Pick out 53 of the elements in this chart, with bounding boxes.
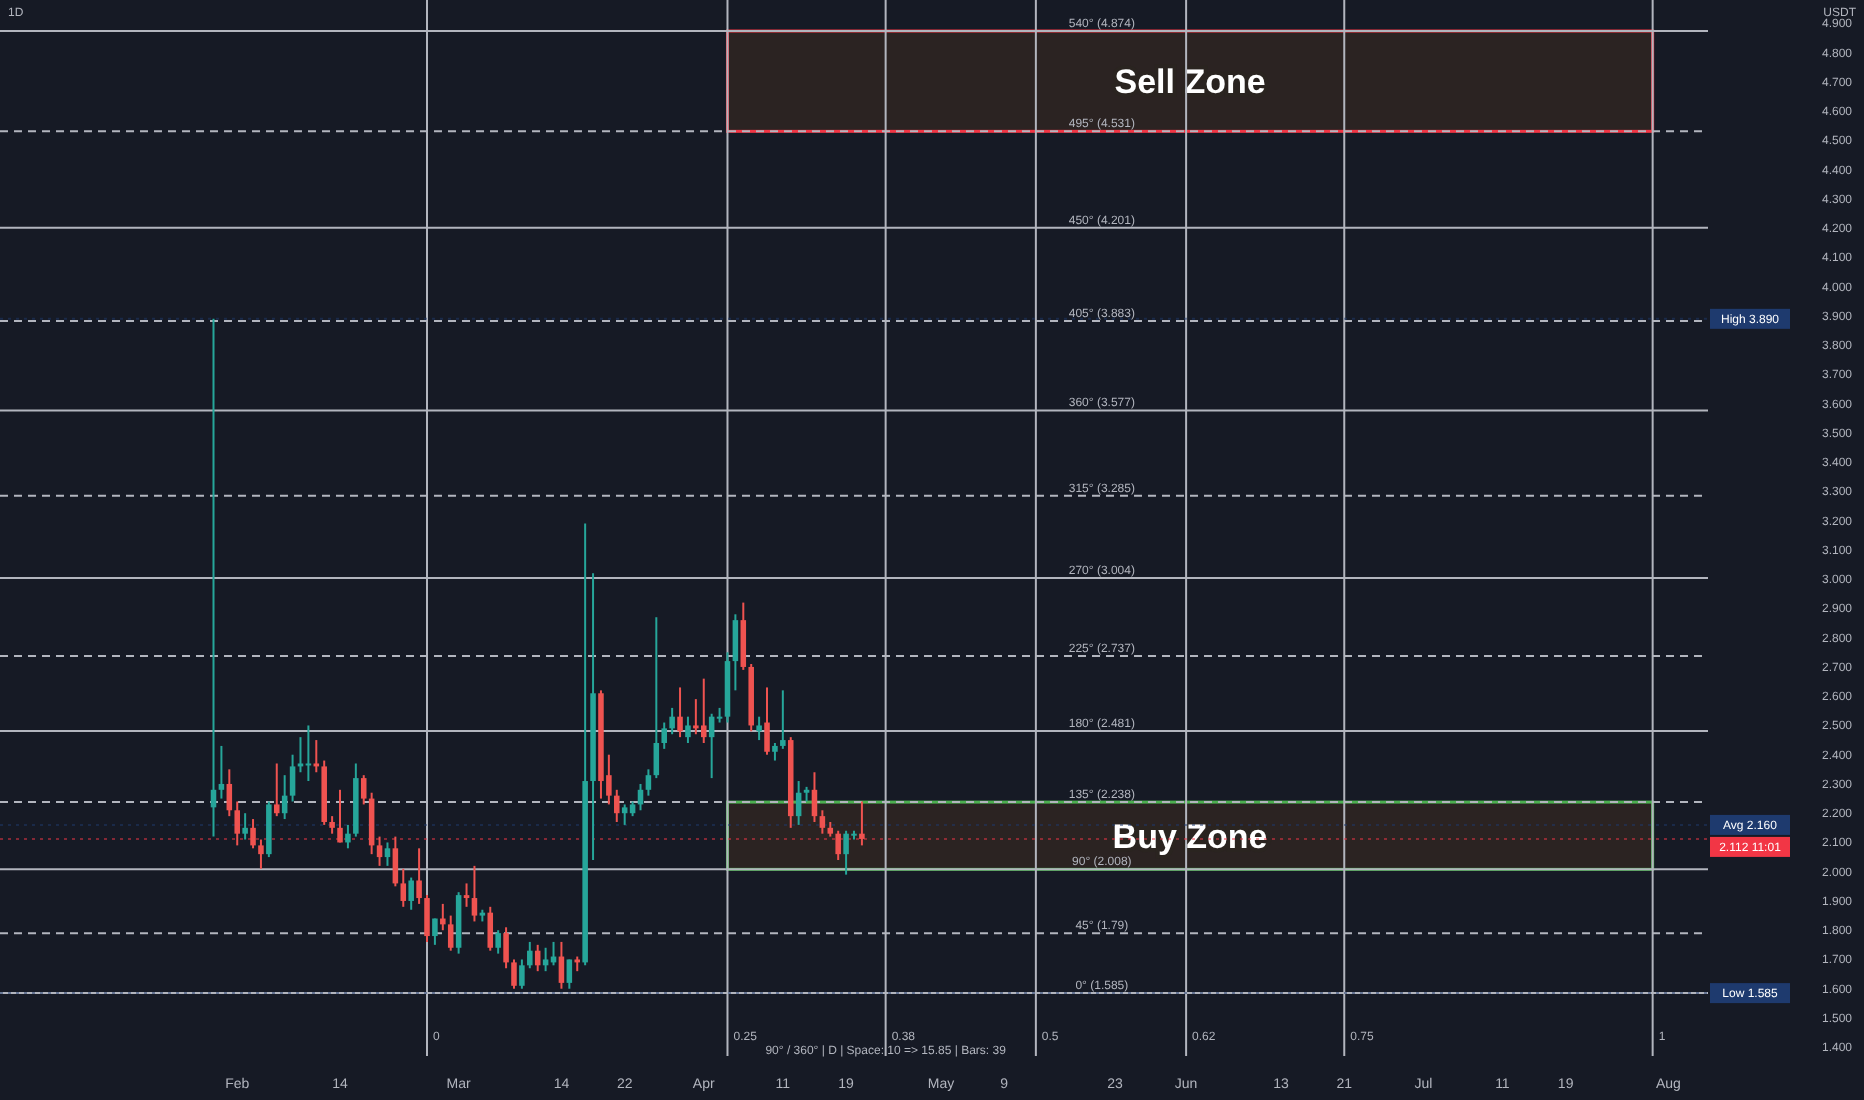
- candlestick: [843, 829, 849, 876]
- candlestick: [440, 902, 446, 932]
- candlestick: [384, 841, 391, 867]
- candlestick: [432, 917, 438, 946]
- candlestick: [297, 736, 304, 774]
- candlestick: [258, 838, 264, 870]
- candlestick: [542, 946, 549, 973]
- candlestick: [289, 753, 296, 803]
- candlestick: [424, 894, 430, 943]
- candlestick: [234, 800, 240, 847]
- candlestick: [740, 601, 747, 671]
- candlestick: [685, 715, 691, 744]
- candlestick: [835, 829, 841, 862]
- candlestick: [819, 809, 826, 835]
- candlestick: [392, 835, 399, 888]
- candlestick: [503, 926, 509, 970]
- candlestick: [471, 864, 478, 923]
- candlestick: [732, 613, 739, 692]
- candlestick: [376, 835, 383, 867]
- band-label: Buy Zone: [1112, 817, 1268, 856]
- candlestick: [661, 721, 667, 750]
- candlestick: [621, 803, 628, 826]
- candlestick: [416, 847, 422, 905]
- candlestick: [463, 882, 470, 908]
- candlestick: [360, 774, 367, 806]
- candlestick: [337, 788, 343, 844]
- candlestick: [645, 768, 652, 797]
- candlestick: [700, 677, 707, 744]
- candlestick: [859, 800, 865, 847]
- candlestick: [614, 788, 620, 823]
- candlestick: [250, 818, 256, 850]
- candlestick: [408, 876, 414, 911]
- candlestick: [653, 616, 660, 780]
- candlestick: [305, 724, 312, 783]
- candlestick: [764, 686, 770, 756]
- candlestick: [677, 686, 683, 739]
- candlestick: [273, 762, 280, 818]
- candlestick: [519, 958, 525, 990]
- candlestick: [756, 715, 762, 742]
- candlestick: [487, 905, 494, 952]
- candlestick: [693, 698, 699, 736]
- candlestick: [313, 739, 320, 774]
- candlestick: [242, 812, 248, 841]
- candlestick: [780, 689, 786, 750]
- candlestick: [511, 958, 517, 990]
- candlestick: [669, 706, 675, 736]
- candlestick: [495, 929, 501, 955]
- candlestick: [447, 914, 454, 952]
- candlestick: [566, 958, 573, 990]
- candlestick: [218, 744, 225, 800]
- candlestick: [345, 823, 351, 850]
- candlestick: [400, 867, 407, 908]
- candlestick: [527, 940, 533, 970]
